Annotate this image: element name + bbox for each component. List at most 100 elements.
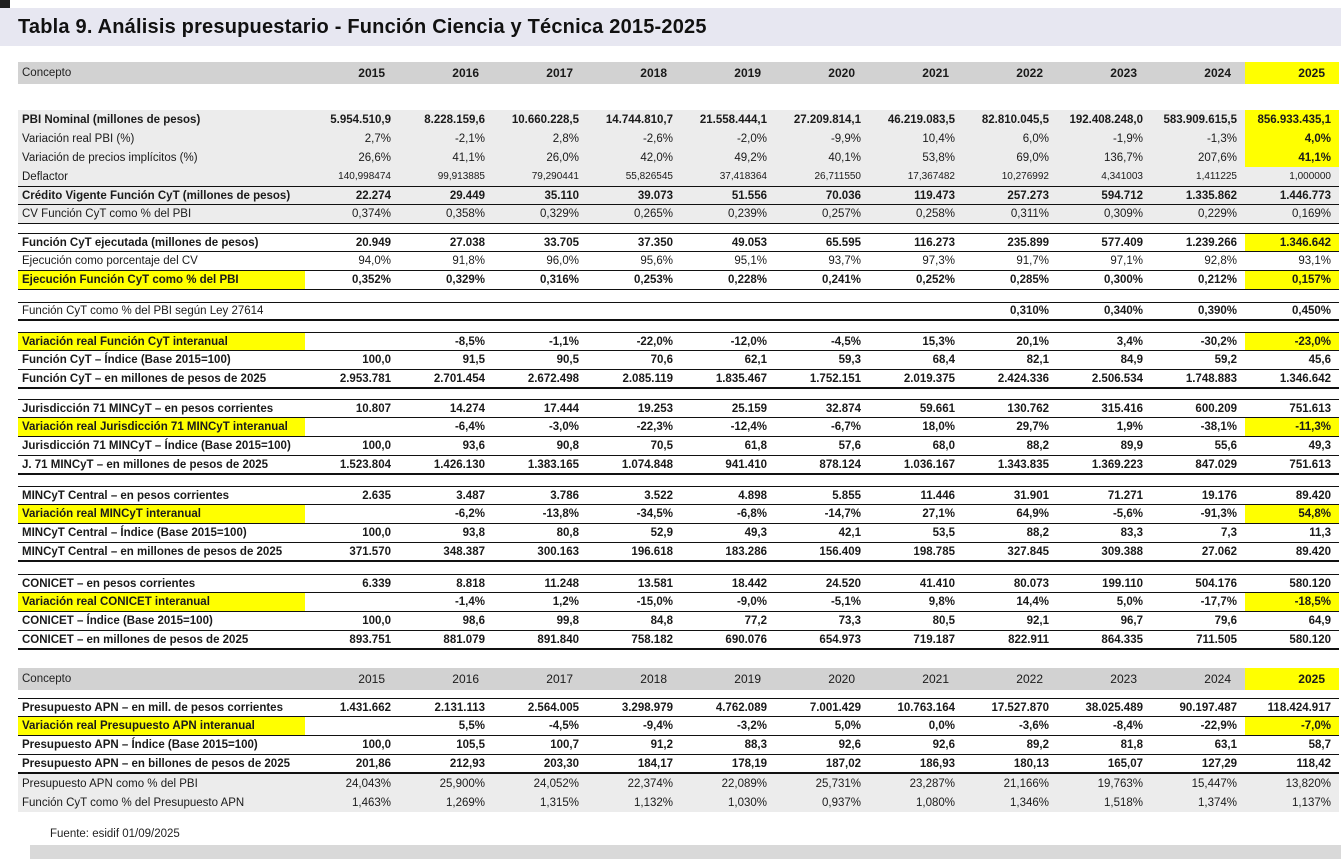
value-cell: 5.954.510,9 [330,113,391,126]
value-cell: 130.762 [1007,402,1049,415]
value-cell: 92,8% [1204,255,1237,267]
title-bar: Tabla 9. Análisis presupuestario - Funci… [0,8,1341,46]
value-cell: 2.085.119 [622,372,673,385]
value-cell [681,303,775,319]
value-cell: 37.350 [637,236,673,249]
value-cell: 1.523.804 [339,458,391,471]
value-cell: 199.110 [1102,577,1143,590]
value-cell: 0,937% [821,796,861,809]
value-cell: -14,7% [824,508,861,520]
section-spacer [18,690,1339,698]
column-header-year: 2024 [1204,66,1231,80]
value-cell: 0,0% [928,720,955,732]
value-cell: 1.748.883 [1185,372,1237,385]
value-cell [869,303,963,319]
row-label: MINCyT Central – en millones de pesos de… [22,545,283,558]
column-header-year: 2018 [640,66,667,80]
value-cell: -1,3% [1206,132,1237,145]
value-cell: 118.424.917 [1267,701,1331,714]
column-header-year: 2025 [1245,62,1339,84]
value-cell: 118,42 [1296,757,1331,770]
value-cell: 1,346% [1009,796,1049,809]
value-cell: 80,8 [556,527,579,539]
value-cell: 1.431.662 [339,701,391,714]
value-cell: 0,309% [1103,208,1143,220]
value-cell: 0,340% [1103,305,1143,317]
value-cell: 207,6% [1197,151,1237,164]
value-cell: 49,3 [1308,440,1331,452]
table-section: Variación real Función CyT interanual -8,… [18,332,1339,389]
value-cell: 504.176 [1195,577,1237,590]
value-cell: 1.346.642 [1245,234,1339,251]
value-cell: 4,341003 [1101,171,1143,182]
value-cell: 711.505 [1196,633,1237,646]
value-cell: 156.409 [819,545,861,558]
value-cell: 70,5 [650,440,673,452]
table-row: Deflactor 140,998474 99,913885 79,290441 55,… [18,167,1339,186]
value-cell: 93,8 [462,527,485,539]
value-cell: 55,6 [1214,440,1237,452]
table-row: Variación real PBI (%) 2,7% -2,1% 2,8% -2,6%… [18,129,1339,148]
value-cell: -12,0% [730,335,767,348]
value-cell: 580.120 [1289,577,1331,590]
value-cell: -8,4% [1112,720,1143,732]
table-row: Variación real Función CyT interanual -8,… [18,332,1339,351]
value-cell: 183.286 [725,545,767,558]
table-row: Crédito Vigente Función CyT (millones de… [18,186,1339,205]
value-cell: -17,7% [1200,596,1237,608]
value-cell: 91,2 [650,739,673,751]
value-cell: 8.818 [456,577,485,590]
value-cell: 1.343.835 [997,458,1049,471]
table-row: Presupuesto APN como % del PBI 24,043% 25,… [18,774,1339,793]
value-cell: 116.273 [914,236,955,249]
value-cell: -22,3% [636,421,673,433]
value-cell: -18,5% [1245,593,1339,611]
row-label: Jurisdicción 71 MINCyT – en pesos corrie… [22,402,274,415]
value-cell: 38.025.489 [1085,701,1143,714]
value-cell: 59,2 [1214,354,1237,366]
value-cell: 20,1% [1016,335,1049,348]
value-cell: 119.473 [914,189,955,202]
value-cell: 49,2% [734,151,767,164]
value-cell: 52,9 [650,527,673,539]
value-cell: 24,043% [345,777,391,790]
value-cell: 2.564.005 [527,701,579,714]
value-cell: 26,0% [546,151,579,164]
value-cell: 77,2 [744,615,767,627]
value-cell: -6,8% [736,508,767,520]
value-cell: 2,7% [364,132,391,145]
value-cell: 822.911 [1008,633,1049,646]
value-cell: 17.527.870 [991,701,1049,714]
table-row: Jurisdicción 71 MINCyT – Índice (Base 20… [18,437,1339,456]
value-cell: 881.079 [443,633,485,646]
value-cell: 95,1% [734,255,767,267]
value-cell: 91,5 [462,354,485,366]
table-section: Jurisdicción 71 MINCyT – en pesos corrie… [18,399,1339,475]
value-cell: -12,4% [730,421,767,433]
value-cell: -4,5% [548,720,579,732]
value-cell: 45,6 [1308,354,1331,366]
column-header-year: 2015 [358,66,385,80]
value-cell: 82,1 [1026,354,1049,366]
table-row: J. 71 MINCyT – en millones de pesos de 2… [18,456,1339,475]
value-cell: 17,367482 [907,171,955,182]
value-cell: 0,374% [351,208,391,220]
value-cell: 719.187 [913,633,955,646]
value-cell [493,303,587,319]
row-label: Variación real Jurisdicción 71 MINCyT in… [18,418,305,436]
value-cell: 79,6 [1214,615,1237,627]
value-cell: 89.420 [1295,489,1331,502]
value-cell: 93,1% [1298,255,1331,267]
row-label: Variación real Presupuesto APN interanua… [18,717,305,735]
value-cell: 22.274 [355,189,391,202]
value-cell: 10.807 [355,402,391,415]
row-label: Variación real MINCyT interanual [18,505,305,523]
value-cell: -6,7% [830,421,861,433]
table-row: CONICET – en millones de pesos de 2025 89… [18,631,1339,650]
table-row: MINCyT Central – en pesos corrientes 2.63… [18,486,1339,505]
table-row: Variación real MINCyT interanual -6,2% -13… [18,505,1339,524]
table-row: CV Función CyT como % del PBI 0,374% 0,358… [18,205,1339,224]
value-cell: 14,4% [1016,596,1049,608]
row-label: Crédito Vigente Función CyT (millones de… [22,189,291,202]
column-header-year: 2020 [828,672,855,686]
